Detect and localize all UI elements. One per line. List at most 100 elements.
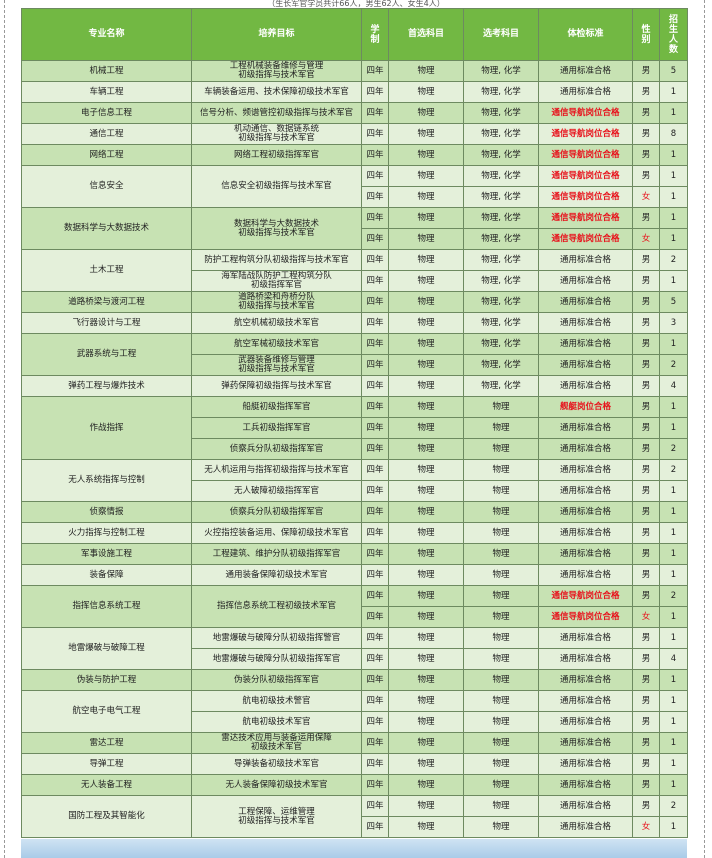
elective-subject-cell: 物理, 化学: [463, 60, 539, 82]
table-row: 机械工程 工程机械装备维修与管理 初级指挥与技术军官 四年 物理 物理, 化学 通用标准合格…: [21, 60, 688, 82]
elective-subject-cell: 物理, 化学: [463, 207, 539, 229]
table-row: 车辆工程 车辆装备运用、技术保障初级技术军官 四年 物理 物理, 化学 通用标准合格男 1: [21, 81, 688, 103]
major-name-cell: 侦察情报: [21, 501, 192, 523]
table-row: 飞行器设计与工程 航空机械初级技术军官 四年 物理 物理, 化学 通用标准合格男 3: [21, 312, 688, 334]
years-cell: 四年: [361, 774, 389, 796]
physical-standard-cell: 通用标准合格: [538, 753, 633, 775]
elective-subject-cell: 物理: [463, 459, 539, 481]
training-goal-cell: 地雷爆破与破障分队初级指挥警官: [191, 627, 362, 649]
elective-subject-cell: 物理, 化学: [463, 375, 539, 397]
gender-cell: 男: [632, 753, 660, 775]
count-cell: 1: [659, 186, 688, 208]
table-row: 侦察情报 侦察兵分队初级指挥军官 四年 物理 物理 通用标准合格男 1: [21, 501, 688, 523]
physical-standard-cell: 通信导航岗位合格: [538, 123, 633, 145]
count-cell: 1: [659, 480, 688, 502]
gender-cell: 男: [632, 690, 660, 712]
major-name-cell: 车辆工程: [21, 81, 192, 103]
first-subject-cell: 物理: [388, 480, 464, 502]
first-subject-cell: 物理: [388, 732, 464, 754]
table-row: 国防工程及其智能化 工程保障、运维管理 初级指挥与技术军官 四年 物理 物理 通用标准合格男…: [21, 795, 688, 838]
gender-cell: 男: [632, 585, 660, 607]
elective-subject-cell: 物理: [463, 816, 539, 838]
training-goal-cell: 工兵初级指挥军官: [191, 417, 362, 439]
gender-cell: 男: [632, 81, 660, 103]
years-cell: 四年: [361, 333, 389, 355]
physical-standard-cell: 通用标准合格: [538, 417, 633, 439]
header-elective-subject: 选考科目: [463, 8, 539, 61]
elective-subject-cell: 物理, 化学: [463, 228, 539, 250]
years-cell: 四年: [361, 438, 389, 460]
count-cell: 4: [659, 375, 688, 397]
years-cell: 四年: [361, 375, 389, 397]
training-goal-cell: 数据科学与大数据技术 初级指挥与技术军官: [191, 207, 362, 250]
training-goal-cell: 信号分析、频谱管控初级指挥与技术军官: [191, 102, 362, 124]
years-cell: 四年: [361, 207, 389, 229]
table-row: 无人装备工程 无人装备保障初级技术军官 四年 物理 物理 通用标准合格男 1: [21, 774, 688, 796]
header-goal: 培养目标: [191, 8, 362, 61]
gender-cell: 男: [632, 165, 660, 187]
elective-subject-cell: 物理, 化学: [463, 81, 539, 103]
physical-standard-cell: 通信导航岗位合格: [538, 102, 633, 124]
gender-cell: 女: [632, 816, 660, 838]
count-cell: 1: [659, 270, 688, 292]
major-name-cell: 装备保障: [21, 564, 192, 586]
gender-cell: 男: [632, 480, 660, 502]
years-cell: 四年: [361, 186, 389, 208]
first-subject-cell: 物理: [388, 585, 464, 607]
elective-subject-cell: 物理: [463, 543, 539, 565]
header-count: 招生人数: [659, 8, 688, 61]
gender-cell: 男: [632, 312, 660, 334]
training-goal-cell: 无人机运用与指挥初级指挥与技术军官: [191, 459, 362, 481]
training-goal-cell: 道路桥梁和舟桥分队 初级指挥与技术军官: [191, 291, 362, 313]
physical-standard-cell: 通用标准合格: [538, 522, 633, 544]
gender-cell: 男: [632, 270, 660, 292]
count-cell: 1: [659, 501, 688, 523]
years-cell: 四年: [361, 102, 389, 124]
physical-standard-cell: 通信导航岗位合格: [538, 606, 633, 628]
enrollment-summary: （生长军官学员共计66人，男生62人、女生4人）: [267, 0, 445, 8]
physical-standard-cell: 通用标准合格: [538, 795, 633, 817]
elective-subject-cell: 物理, 化学: [463, 249, 539, 271]
count-cell: 1: [659, 396, 688, 418]
first-subject-cell: 物理: [388, 774, 464, 796]
elective-subject-cell: 物理: [463, 627, 539, 649]
table-row: 航空电子电气工程 航电初级技术警官 四年 物理 物理 通用标准合格男 1: [21, 690, 688, 733]
training-goal-cell: 网络工程初级指挥军官: [191, 144, 362, 166]
elective-subject-cell: 物理: [463, 753, 539, 775]
major-name-cell: 雷达工程: [21, 732, 192, 754]
elective-subject-cell: 物理, 化学: [463, 291, 539, 313]
gender-cell: 男: [632, 732, 660, 754]
first-subject-cell: 物理: [388, 396, 464, 418]
table-body: 机械工程 工程机械装备维修与管理 初级指挥与技术军官 四年 物理 物理, 化学 通用标准合格…: [21, 60, 688, 838]
gender-cell: 男: [632, 627, 660, 649]
gender-cell: 男: [632, 669, 660, 691]
physical-standard-cell: 通用标准合格: [538, 648, 633, 670]
table-row: 网络工程 网络工程初级指挥军官 四年 物理 物理, 化学 通信导航岗位合格男 1: [21, 144, 688, 166]
years-cell: 四年: [361, 60, 389, 82]
physical-standard-cell: 通用标准合格: [538, 354, 633, 376]
years-cell: 四年: [361, 564, 389, 586]
years-cell: 四年: [361, 123, 389, 145]
years-cell: 四年: [361, 816, 389, 838]
physical-standard-cell: 通用标准合格: [538, 564, 633, 586]
years-cell: 四年: [361, 417, 389, 439]
years-cell: 四年: [361, 606, 389, 628]
elective-subject-cell: 物理: [463, 795, 539, 817]
first-subject-cell: 物理: [388, 753, 464, 775]
major-name-cell: 机械工程: [21, 60, 192, 82]
years-cell: 四年: [361, 270, 389, 292]
physical-standard-cell: 通用标准合格: [538, 690, 633, 712]
elective-subject-cell: 物理, 化学: [463, 123, 539, 145]
physical-standard-cell: 通用标准合格: [538, 270, 633, 292]
elective-subject-cell: 物理, 化学: [463, 270, 539, 292]
major-name-cell: 信息安全: [21, 165, 192, 208]
training-goal-cell: 雷达技术应用与装备运用保障 初级技术军官: [191, 732, 362, 754]
gender-cell: 男: [632, 438, 660, 460]
table-row: 指挥信息系统工程 指挥信息系统工程初级技术军官 四年 物理 物理 通信导航岗位合格男 2: [21, 585, 688, 628]
major-name-cell: 电子信息工程: [21, 102, 192, 124]
elective-subject-cell: 物理: [463, 564, 539, 586]
first-subject-cell: 物理: [388, 144, 464, 166]
physical-standard-cell: 通用标准合格: [538, 501, 633, 523]
first-subject-cell: 物理: [388, 501, 464, 523]
count-cell: 1: [659, 669, 688, 691]
